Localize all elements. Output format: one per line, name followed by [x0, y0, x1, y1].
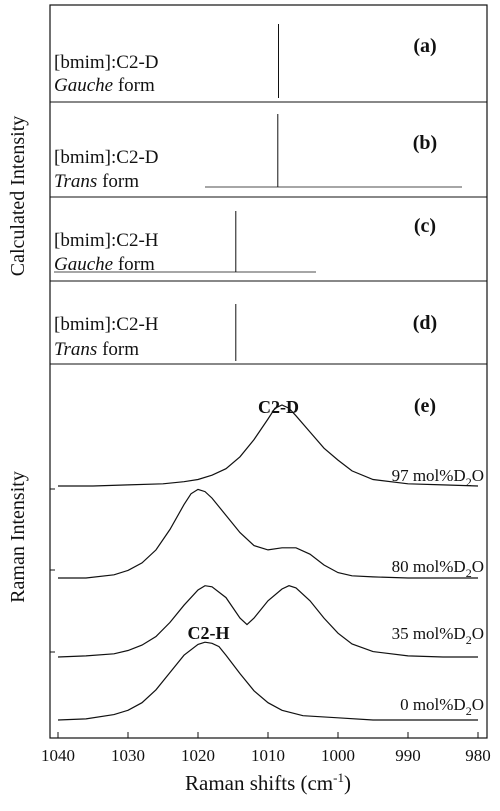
peak-annotation-c2-h: C2-H: [188, 623, 230, 643]
panel-a-label-line2: Gauche form: [54, 75, 155, 96]
panel-d-letter: (d): [413, 312, 437, 334]
spectrum-80-mol-d2o: [58, 488, 478, 579]
x-tick-label-1020: 1020: [181, 746, 215, 765]
panel-a-label-line1: [bmim]:C2-D: [54, 52, 159, 73]
panel-b-label-line1: [bmim]:C2-D: [54, 147, 159, 168]
x-tick-label-1000: 1000: [321, 746, 355, 765]
panel-c: [bmim]:C2-H Gauche form (c): [54, 211, 436, 275]
y-axis-title-raman: Raman Intensity: [7, 471, 29, 603]
panel-c-label-line1: [bmim]:C2-H: [54, 230, 159, 251]
series-label-80: 80 mol%D2O: [392, 557, 484, 580]
spectrum-97-mol-d2o: [58, 404, 479, 487]
panel-e-letter: (e): [414, 395, 436, 417]
x-tick-label-1010: 1010: [251, 746, 285, 765]
panel-a-letter: (a): [413, 35, 436, 57]
panel-d: [bmim]:C2-H Trans form (d): [54, 304, 437, 361]
panel-e: (e) C2-D C2-H 97 mol%D2O 80 mol%D2O 35 m…: [57, 395, 484, 721]
y-axis-title-calculated: Calculated Intensity: [7, 116, 29, 277]
spectrum-35-mol-d2o: [57, 585, 478, 658]
series-label-97: 97 mol%D2O: [392, 466, 484, 489]
series-label-35: 35 mol%D2O: [392, 624, 484, 647]
panel-c-letter: (c): [414, 215, 436, 237]
panel-a: [bmim]:C2-D Gauche form (a): [54, 24, 437, 98]
panel-b-letter: (b): [413, 132, 437, 154]
x-axis-title: Raman shifts (cm-1): [185, 770, 351, 795]
panel-b: [bmim]:C2-D Trans form (b): [54, 114, 462, 192]
x-tick-label-1030: 1030: [111, 746, 145, 765]
panel-b-label-line2: Trans form: [54, 171, 139, 192]
x-tick-label-980: 980: [465, 746, 491, 765]
series-label-0: 0 mol%D2O: [400, 695, 484, 718]
spectrum-0-mol-d2o: [57, 641, 478, 721]
x-tick-label-1040: 1040: [41, 746, 75, 765]
x-axis: 1040 1030 1020 1010 1000 990 980: [41, 732, 491, 765]
panel-c-label-line2: Gauche form: [54, 254, 155, 275]
panel-d-label-line2: Trans form: [54, 339, 139, 360]
x-tick-label-990: 990: [395, 746, 421, 765]
panel-d-label-line1: [bmim]:C2-H: [54, 314, 159, 335]
